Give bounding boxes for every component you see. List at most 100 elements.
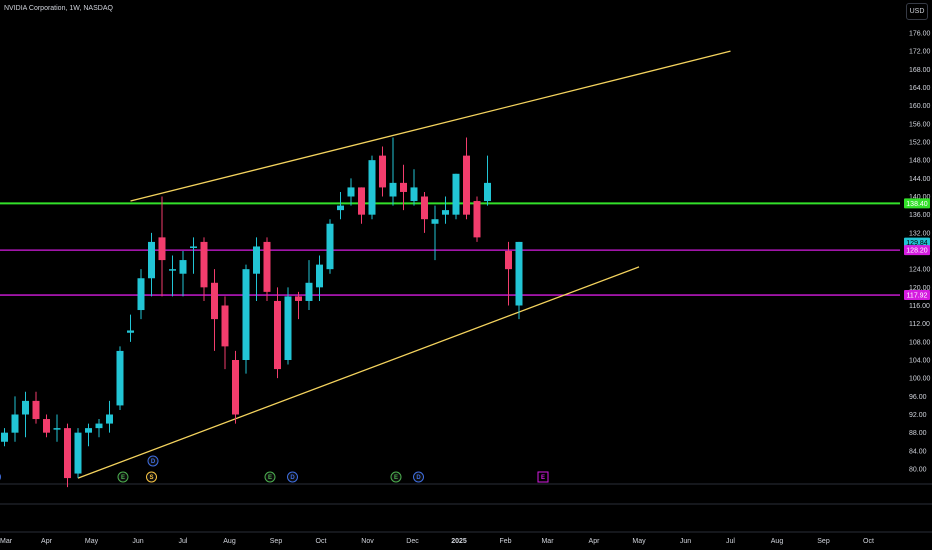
- event-marker-dividend: [147, 455, 159, 467]
- x-axis-tick-label: Feb: [499, 538, 511, 545]
- candle-body: [295, 296, 302, 301]
- y-axis-tick-label: 168.00: [909, 67, 931, 74]
- candle-body: [263, 241, 271, 292]
- trendline-upper-channel: [130, 50, 731, 202]
- x-axis-tick-label: Nov: [361, 538, 374, 545]
- chart-title: NVIDIA Corporation, 1W, NASDAQ: [4, 5, 113, 12]
- candle-body: [158, 237, 166, 261]
- y-axis-tick-label: 160.00: [909, 103, 931, 110]
- y-axis-tick-label: 96.00: [909, 394, 927, 401]
- y-axis-tick-label: 108.00: [909, 339, 931, 346]
- x-axis-tick-label: 2025: [451, 538, 467, 545]
- candle-body: [389, 182, 397, 197]
- candle-body: [22, 400, 29, 415]
- y-axis-tick-label: 136.00: [909, 212, 931, 219]
- x-axis-tick-label: Mar: [0, 538, 13, 545]
- candle-body: [148, 241, 155, 279]
- y-axis-tick-label: 152.00: [909, 140, 931, 147]
- price-label-green: 138.40: [906, 201, 928, 208]
- candle-body: [11, 414, 19, 433]
- event-marker-letter: E: [394, 475, 398, 481]
- y-axis-tick-label: 164.00: [909, 85, 931, 92]
- y-axis-tick-label: 92.00: [909, 412, 927, 419]
- candle-body: [232, 360, 239, 415]
- candle-body: [242, 269, 250, 360]
- candle-body: [505, 251, 512, 270]
- y-axis-tick-label: 116.00: [909, 303, 930, 310]
- event-marker-earnings: [264, 471, 276, 483]
- candle-body: [190, 246, 197, 248]
- event-marker-letter: D: [416, 475, 421, 481]
- y-axis-tick-label: 104.00: [909, 358, 931, 365]
- x-axis-tick-label: Jul: [726, 538, 735, 545]
- candle-body: [284, 296, 292, 360]
- y-axis-tick-label: 172.00: [909, 49, 931, 56]
- candle-body: [358, 187, 365, 215]
- event-marker-letter: D: [151, 459, 156, 465]
- candle-body: [421, 196, 428, 220]
- candle-body: [116, 350, 124, 406]
- candle-body: [85, 428, 92, 433]
- candle-body: [368, 160, 376, 215]
- y-axis-tick-label: 112.00: [909, 321, 930, 328]
- price-label-magenta-lower: 117.92: [907, 293, 928, 300]
- candle-body: [326, 223, 334, 270]
- candle-body: [253, 246, 260, 274]
- event-marker-letter: E: [268, 475, 272, 481]
- candle-body: [1, 432, 8, 442]
- candle-body: [221, 305, 229, 347]
- event-marker-dividend: [413, 471, 424, 483]
- y-axis-tick-label: 140.00: [909, 194, 931, 201]
- candle-body: [347, 187, 355, 197]
- x-axis-tick-label: Apr: [589, 538, 601, 545]
- y-axis-tick-label: 80.00: [909, 467, 927, 474]
- price-label-current: 129.84: [906, 240, 928, 247]
- event-marker-split: [146, 471, 157, 483]
- candle-body: [473, 201, 481, 238]
- x-axis-tick-label: Jul: [179, 538, 188, 545]
- currency-button[interactable]: USD: [906, 3, 928, 20]
- x-axis-tick-label: May: [85, 538, 99, 545]
- x-axis-tick-label: Jun: [132, 538, 143, 545]
- candle-body: [316, 264, 323, 288]
- candle-body: [179, 260, 187, 274]
- candle-body: [169, 269, 176, 271]
- y-axis-tick-label: 84.00: [909, 448, 927, 455]
- candle-body: [452, 173, 460, 215]
- trendline-lower-channel: [77, 266, 640, 479]
- x-axis-tick-label: Sep: [817, 538, 830, 545]
- event-marker-letter: S: [149, 475, 153, 481]
- candle-body: [137, 278, 145, 311]
- price-label-bg-magenta-upper: [904, 245, 930, 256]
- y-axis-tick-label: 144.00: [909, 176, 931, 183]
- candle-body: [274, 300, 281, 370]
- candle-body: [127, 330, 134, 333]
- candle-body: [32, 400, 40, 420]
- event-marker-earnings-upcoming: [537, 471, 549, 483]
- candle-body: [200, 241, 208, 288]
- candle-body: [379, 155, 386, 188]
- x-axis-tick-label: Aug: [223, 538, 236, 545]
- y-axis-tick-label: 176.00: [909, 31, 931, 38]
- event-marker-letter: D: [290, 475, 295, 481]
- event-marker-dividend: [287, 471, 298, 483]
- candle-body: [484, 182, 491, 202]
- event-marker-dividend: [0, 473, 1, 481]
- candle-body: [74, 432, 82, 474]
- y-axis-tick-label: 148.00: [909, 158, 931, 165]
- event-marker-letter: E: [121, 475, 125, 481]
- x-axis-tick-label: May: [632, 538, 646, 545]
- x-axis-tick-label: Apr: [41, 538, 53, 545]
- candle-body: [400, 182, 407, 192]
- candle-body: [463, 155, 470, 215]
- x-axis-tick-label: Aug: [771, 538, 784, 545]
- x-axis-tick-label: Mar: [541, 538, 554, 545]
- candle-body: [515, 241, 523, 306]
- y-axis-tick-label: 124.00: [909, 267, 931, 274]
- candle-body: [337, 205, 344, 211]
- y-axis-tick-label: 88.00: [909, 430, 927, 437]
- candle-body: [431, 219, 439, 224]
- event-marker-letter: E: [541, 475, 545, 481]
- candle-body: [211, 282, 218, 320]
